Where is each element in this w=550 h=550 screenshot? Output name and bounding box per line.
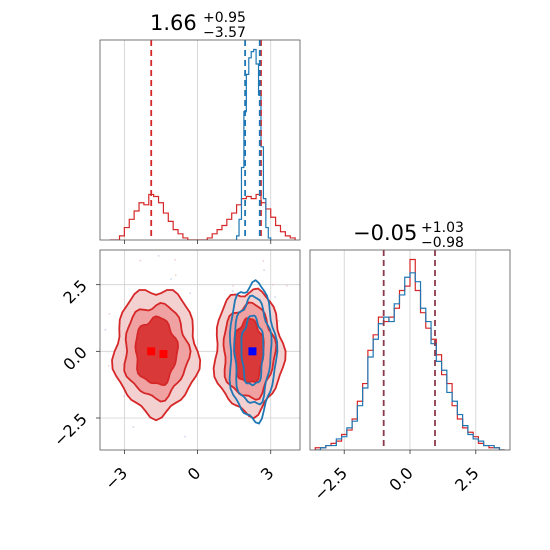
joint-y-tick-label: −2.5 bbox=[50, 409, 91, 450]
joint-x-tick-label: 3 bbox=[257, 463, 278, 484]
hist-param2-series bbox=[314, 258, 505, 450]
joint-scatter-point bbox=[189, 292, 192, 295]
hist-param2-tick-label: 2.5 bbox=[451, 463, 482, 494]
hist-param1-grid bbox=[123, 40, 272, 240]
hist-param1-ticks bbox=[123, 240, 272, 244]
hist-param2-title-minus: −0.98 bbox=[421, 235, 464, 251]
joint-scatter-point bbox=[262, 260, 265, 262]
hist-param1-series bbox=[109, 48, 296, 240]
joint-scatter-point bbox=[132, 426, 135, 428]
joint-scatter-point bbox=[139, 259, 142, 262]
panel-hist-param2: −2.5 0.0 2.5 −0.05 +1.03 −0.98 bbox=[309, 220, 511, 504]
hist-param1-title-minus: −3.57 bbox=[203, 25, 246, 41]
joint-contour-level bbox=[240, 314, 265, 387]
hist-param2-tick-label: 0.0 bbox=[385, 463, 416, 494]
joint-peak-marker bbox=[159, 350, 168, 358]
hist-param1-histogram-series-1 bbox=[235, 48, 272, 240]
joint-scatter-point bbox=[108, 312, 111, 315]
joint-peak-marker bbox=[147, 347, 156, 356]
joint-y-tick-label: 2.5 bbox=[59, 276, 90, 307]
joint-y-tick-label: 0.0 bbox=[59, 343, 90, 374]
hist-param1-title: 1.66 bbox=[150, 11, 197, 35]
joint-scatter-point bbox=[277, 320, 280, 322]
hist-param2-title-plus: +1.03 bbox=[421, 220, 464, 236]
hist-param2-histogram-series-1 bbox=[315, 272, 505, 450]
joint-scatter-point bbox=[174, 258, 177, 261]
joint-scatter-point bbox=[274, 296, 277, 298]
joint-scatter-point bbox=[285, 284, 288, 287]
joint-contour-level bbox=[233, 294, 273, 406]
hist-param2-ticks: −2.5 0.0 2.5 bbox=[310, 450, 483, 504]
joint-scatter-point bbox=[104, 328, 107, 331]
panel-joint: −3 0 3 −2.5 0.0 2.5 bbox=[50, 249, 301, 494]
hist-param1-quantile-lines bbox=[150, 40, 262, 240]
hist-param2-title-value: −0.05 bbox=[353, 221, 417, 245]
joint-peak-marker bbox=[248, 347, 257, 356]
hist-param1-title-value: 1.66 bbox=[150, 11, 197, 35]
hist-param2-tick-label: −2.5 bbox=[310, 463, 351, 504]
joint-frame bbox=[99, 249, 301, 451]
hist-param2-quantile-lines bbox=[382, 250, 436, 450]
hist-param1-title-plus: +0.95 bbox=[203, 10, 246, 26]
joint-scatter-point bbox=[263, 269, 265, 272]
joint-scatter-point bbox=[184, 435, 186, 438]
joint-scatter-point bbox=[123, 395, 125, 398]
joint-scatter-point bbox=[272, 283, 274, 286]
joint-contours bbox=[111, 279, 287, 425]
joint-scatter-point bbox=[231, 290, 234, 293]
joint-x-tick-label: 0 bbox=[184, 463, 205, 484]
joint-scatter-point bbox=[174, 274, 177, 277]
joint-x-tick-label: −3 bbox=[101, 463, 131, 493]
panel-hist-param1: 1.66 +0.95 −3.57 bbox=[99, 10, 301, 244]
joint-scatter-point bbox=[232, 284, 235, 287]
joint-scatter-point bbox=[107, 364, 110, 367]
joint-contour-level bbox=[134, 315, 180, 387]
joint-contour-level bbox=[228, 279, 279, 425]
joint-scatter-point bbox=[157, 254, 160, 257]
hist-param1-histogram-series-0 bbox=[109, 193, 296, 240]
hist-param1-frame bbox=[99, 39, 301, 241]
joint-scatter-point bbox=[170, 278, 172, 280]
